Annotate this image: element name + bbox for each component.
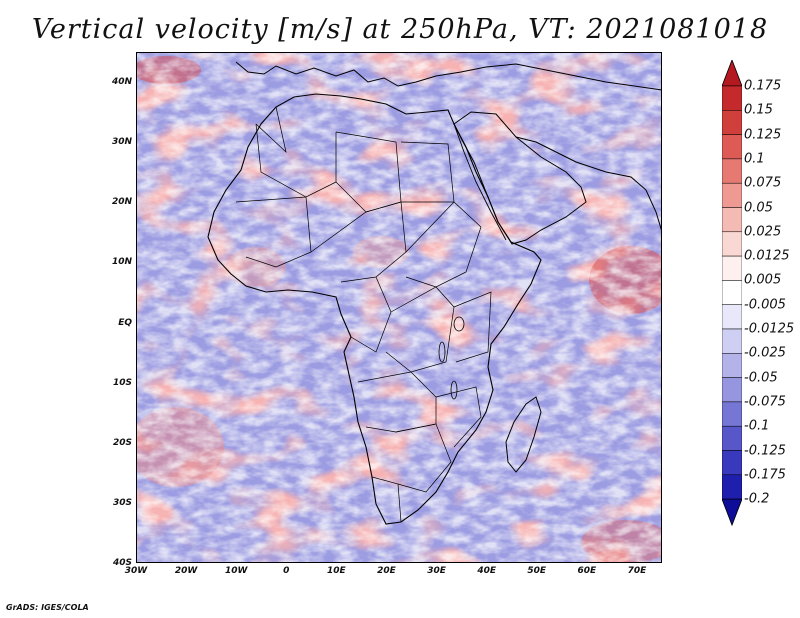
colorbar-box [722,377,742,403]
colorbar-label: 0.025 [744,224,782,240]
x-tick-label: 10W [224,566,248,576]
colorbar-top-arrow [722,60,742,87]
colorbar-box [722,450,742,476]
colorbar-label: 0.075 [744,175,782,191]
country-borders [235,106,492,523]
x-tick-label: 20W [174,566,198,576]
x-tick-label: 50E [527,566,547,576]
colorbar-label: -0.125 [744,443,786,458]
asia-coastline [515,136,662,233]
grads-credit: GrADS: IGES/COLA [6,603,89,612]
colorbar-box [722,231,742,257]
africa-coastline [207,93,542,525]
colorbar-box [722,401,742,427]
colorbar [722,60,742,527]
colorbar-box [722,182,742,208]
x-tick-label: 30W [124,566,148,576]
y-tick-label: EQ [118,317,132,328]
europe-coastline [235,61,662,91]
colorbar-box [722,328,742,354]
colorbar-label: 0.0125 [744,248,790,264]
y-tick-label: 10N [111,257,132,268]
colorbar-label: -0.175 [744,467,786,483]
colorbar-box [722,85,742,111]
colorbar-label: -0.05 [744,370,778,386]
colorbar-box [722,255,742,281]
colorbar-label: 0.15 [744,102,773,118]
y-tick-label: 30N [111,137,132,148]
colorbar-label: -0.0125 [744,321,795,337]
colorbar-label: 0.1 [744,151,765,167]
y-tick-label: 30S [112,497,132,508]
x-tick-label: 70E [627,566,647,576]
colorbar-label: -0.075 [744,394,786,410]
colorbar-box [722,425,742,451]
colorbar-box [722,110,742,135]
x-tick-label: 60E [577,566,597,576]
colorbar-label: -0.1 [744,418,770,434]
colorbar-label: 0.125 [744,127,782,143]
colorbar-box [722,158,742,184]
y-tick-label: 20S [112,437,132,448]
red-sea-coast [453,123,507,241]
x-tick-label: 40E [477,566,496,576]
y-tick-label: 40S [112,558,132,568]
colorbar-label: -0.005 [744,297,786,313]
colorbar-label: -0.2 [744,491,770,507]
colorbar-bottom-arrow [722,498,742,527]
madagascar-coastline [505,396,542,473]
colorbar-label: 0.05 [744,200,773,215]
colorbar-box [722,353,742,378]
map-plot-area [136,52,662,563]
vertical-velocity-field [136,52,662,563]
y-tick-label: 20N [111,197,132,208]
colorbar-label: -0.025 [744,345,786,361]
colorbar-box [722,134,742,160]
y-tick-label: 10S [112,377,132,388]
colorbar-box [722,304,742,330]
colorbar-label: 0.175 [744,78,782,94]
colorbar-box [722,280,742,305]
x-tick-label: 30E [427,566,446,576]
colorbar-box [722,207,742,233]
arabia-coastline [453,111,587,245]
x-tick-label: 10E [327,566,346,576]
chart-title: Vertical velocity [m/s] at 250hPa, VT: 2… [31,14,769,45]
colorbar-label: 0.005 [744,272,782,288]
lakes [438,316,465,400]
x-tick-label: 20E [377,566,396,576]
colorbar-box [722,474,742,500]
y-tick-label: 40N [111,77,132,88]
x-tick-label: 0 [283,566,290,576]
